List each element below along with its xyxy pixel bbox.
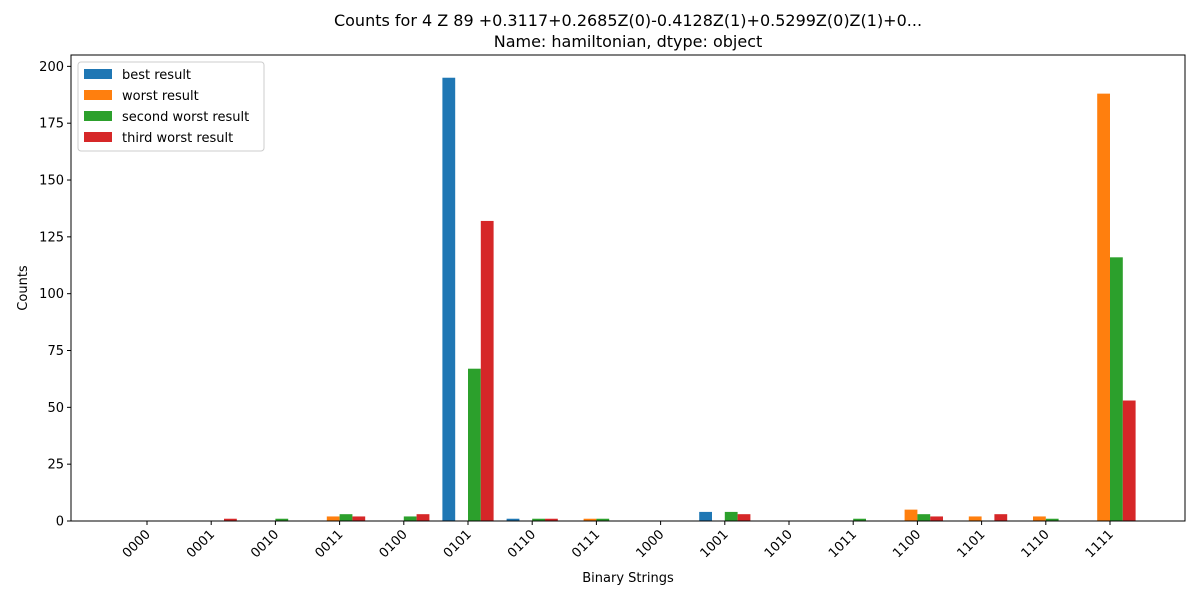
chart-subtitle: Name: hamiltonian, dtype: object <box>494 32 763 51</box>
bar-second-worst-result-1110 <box>1045 518 1059 521</box>
x-axis-label: Binary Strings <box>582 571 674 586</box>
legend-box <box>77 61 265 152</box>
bar-second-worst-result-0111 <box>596 518 610 521</box>
bar-second-worst-result-1100 <box>917 514 931 521</box>
bar-third-worst-result-1100 <box>930 516 943 521</box>
legend-label: third worst result <box>122 131 233 146</box>
y-tick-label: 100 <box>39 287 64 302</box>
y-tick-label: 200 <box>39 60 64 75</box>
x-tick-label: 1110 <box>1019 527 1053 561</box>
bar-worst-result-1111 <box>1097 93 1110 521</box>
plot-area <box>224 77 1136 521</box>
y-tick-label: 25 <box>47 458 64 473</box>
bar-second-worst-result-0110 <box>532 518 545 521</box>
bar-worst-result-0011 <box>326 516 340 521</box>
y-axis: 0 25 50 75 100 125 150 175 200 <box>39 60 71 530</box>
x-axis: 0000 0001 0010 0011 0100 0101 0110 0111 1000 1001… <box>120 521 1117 561</box>
axes-frame <box>70 54 1186 522</box>
x-tick-label: 0111 <box>569 527 603 561</box>
legend-swatch <box>84 111 112 121</box>
chart-title: Counts for 4 Z 89 +0.3117+0.2685Z(0)-0.4… <box>334 11 922 30</box>
x-tick-label: 1100 <box>890 527 924 561</box>
x-tick-label: 1000 <box>633 527 667 561</box>
bar-second-worst-result-1001 <box>724 511 738 521</box>
x-tick-label: 1011 <box>826 527 860 561</box>
bar-worst-result-1110 <box>1033 516 1046 521</box>
bar-second-worst-result-1011 <box>853 518 866 521</box>
y-tick-label: 50 <box>47 401 64 416</box>
x-tick-label: 1001 <box>698 527 732 561</box>
bar-third-worst-result-1111 <box>1122 400 1136 521</box>
legend-swatch <box>84 69 112 79</box>
y-tick-label: 175 <box>39 117 64 132</box>
x-tick-label: 1111 <box>1083 527 1117 561</box>
x-tick-label: 0100 <box>377 527 411 561</box>
y-axis-label: Counts <box>16 265 31 311</box>
x-tick-label: 0110 <box>505 527 539 561</box>
legend: best result worst result second worst resu… <box>77 61 265 152</box>
bar-second-worst-result-0011 <box>339 514 353 521</box>
bar-third-worst-result-1001 <box>737 514 751 521</box>
legend-label: worst result <box>122 89 199 104</box>
bar-third-worst-result-0110 <box>545 518 558 521</box>
legend-swatch <box>84 132 112 142</box>
bar-second-worst-result-0100 <box>403 516 417 521</box>
bar-worst-result-1100 <box>904 509 918 521</box>
x-tick-label: 0000 <box>120 527 154 561</box>
x-tick-label: 0101 <box>441 527 475 561</box>
bar-second-worst-result-0010 <box>275 518 289 521</box>
y-tick-label: 150 <box>39 174 64 189</box>
bar-third-worst-result-0001 <box>224 518 237 521</box>
x-tick-label: 1101 <box>954 527 988 561</box>
bar-best-result-0101 <box>442 77 456 521</box>
bar-second-worst-result-0101 <box>468 368 481 521</box>
bar-worst-result-1101 <box>968 516 982 521</box>
x-tick-label: 0010 <box>248 527 282 561</box>
bar-best-result-0110 <box>506 518 520 521</box>
y-tick-label: 75 <box>47 344 64 359</box>
bar-third-worst-result-1101 <box>994 514 1008 521</box>
x-tick-label: 0001 <box>184 527 218 561</box>
bar-third-worst-result-0101 <box>480 220 494 521</box>
bar-best-result-1001 <box>699 511 712 521</box>
legend-label: second worst result <box>122 110 249 125</box>
legend-swatch <box>84 90 112 100</box>
bar-second-worst-result-1111 <box>1110 257 1123 521</box>
y-tick-label: 0 <box>56 515 64 530</box>
y-tick-label: 125 <box>39 230 64 245</box>
bar-third-worst-result-0011 <box>352 516 366 521</box>
bar-worst-result-0111 <box>583 518 597 521</box>
x-tick-label: 0011 <box>312 527 346 561</box>
x-tick-label: 1010 <box>762 527 796 561</box>
legend-label: best result <box>122 68 191 83</box>
bar-third-worst-result-0100 <box>416 514 430 521</box>
